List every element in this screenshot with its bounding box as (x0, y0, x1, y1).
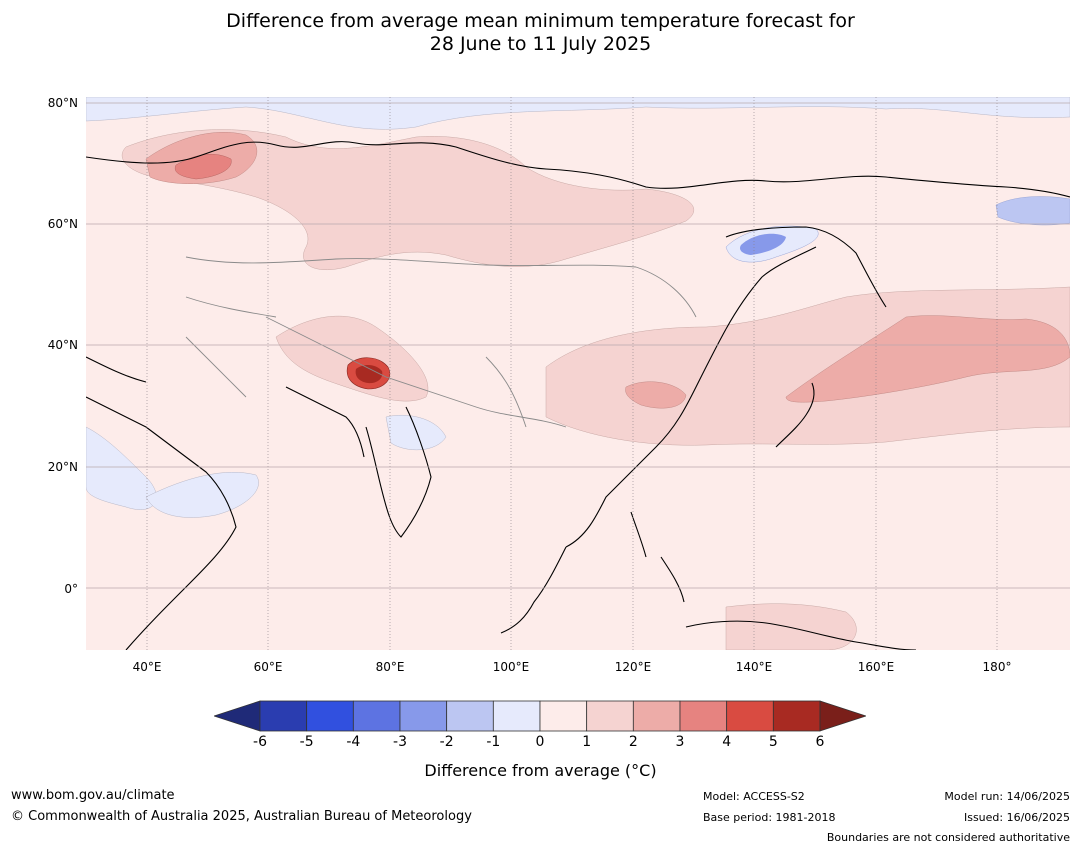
lat-label-80n: 80°N (47, 96, 78, 110)
colorbar-tick-label: -1 (486, 734, 501, 750)
anomaly-bering-cool (995, 196, 1070, 226)
colorbar-tick-label: 0 (535, 734, 545, 750)
map-title: Difference from average mean minimum tem… (0, 10, 1081, 56)
colorbar-segment (306, 700, 354, 732)
colorbar-tick-label: 3 (675, 734, 685, 750)
colorbar-segment (352, 700, 401, 732)
lon-label-120e: 120°E (614, 660, 652, 674)
colorbar-segment (586, 700, 634, 732)
colorbar-tick-label: 1 (582, 734, 592, 750)
colorbar-tick-label: -3 (393, 734, 407, 750)
issued-text: Issued: 16/06/2025 (963, 811, 1070, 824)
lon-label-140e: 140°E (735, 660, 773, 674)
disclaimer-text: Boundaries are not considered authoritat… (826, 831, 1070, 844)
colorbar-segment (726, 700, 774, 732)
colorbar-tick-label: -6 (253, 734, 267, 750)
lat-label-40n: 40°N (47, 338, 78, 352)
copyright-text: © Commonwealth of Australia 2025, Austra… (11, 809, 472, 824)
model-text: Model: ACCESS-S2 (703, 790, 805, 803)
colorbar-over-arrow (819, 700, 866, 732)
website-text: www.bom.gov.au/climate (11, 788, 175, 803)
colorbar-tick-label: 2 (628, 734, 638, 750)
colorbar-tick-label: 5 (768, 734, 778, 750)
anomaly-arabia-cool-2 (145, 472, 259, 518)
lon-label-80e: 80°E (375, 660, 405, 674)
anomaly-china-core (625, 381, 687, 409)
anomaly-arctic-cool (86, 97, 1070, 130)
colorbar-segment (492, 700, 541, 732)
anomaly-tibet-max (355, 365, 383, 384)
anomaly-australia-warm (725, 603, 857, 650)
anomaly-pacific-core (785, 315, 1070, 403)
base-period-text: Base period: 1981-2018 (703, 811, 836, 824)
colorbar-tick-label: -4 (346, 734, 361, 750)
colorbar-segment (539, 700, 588, 732)
anomaly-india-cool (385, 414, 447, 451)
lon-label-40e: 40°E (132, 660, 162, 674)
title-line-2: 28 June to 11 July 2025 (429, 33, 652, 55)
lon-label-60e: 60°E (253, 660, 283, 674)
lat-label-60n: 60°N (47, 217, 78, 231)
lat-label-equator: 0° (64, 582, 78, 596)
lon-label-100e: 100°E (492, 660, 530, 674)
colorbar (214, 700, 866, 732)
colorbar-tick-label: -2 (439, 734, 454, 750)
country-boundaries (185, 256, 697, 428)
anomaly-okhotsk-core (740, 233, 786, 255)
colorbar-tick-label: 6 (815, 734, 825, 750)
temperature-anomaly-map (86, 97, 1070, 650)
colorbar-label: Difference from average (°C) (424, 761, 657, 780)
colorbar-segment (632, 700, 681, 732)
colorbar-tick-label: 4 (722, 734, 732, 750)
lon-label-160e: 160°E (857, 660, 895, 674)
title-line-1: Difference from average mean minimum tem… (226, 10, 855, 32)
colorbar-segment (399, 700, 448, 732)
colorbar-segment (259, 700, 308, 732)
colorbar-segment (679, 700, 728, 732)
colorbar-tick-label: -5 (299, 734, 314, 750)
colorbar-under-arrow (214, 700, 261, 732)
colorbar-segment (772, 700, 821, 732)
graticule (146, 97, 998, 650)
latitude-lines (86, 102, 1070, 589)
lon-label-180: 180° (982, 660, 1012, 674)
coastlines (86, 141, 1070, 650)
lat-label-20n: 20°N (47, 460, 78, 474)
model-run-text: Model run: 14/06/2025 (944, 790, 1070, 803)
colorbar-segment (446, 700, 494, 732)
anomaly-barents-core (174, 153, 232, 180)
